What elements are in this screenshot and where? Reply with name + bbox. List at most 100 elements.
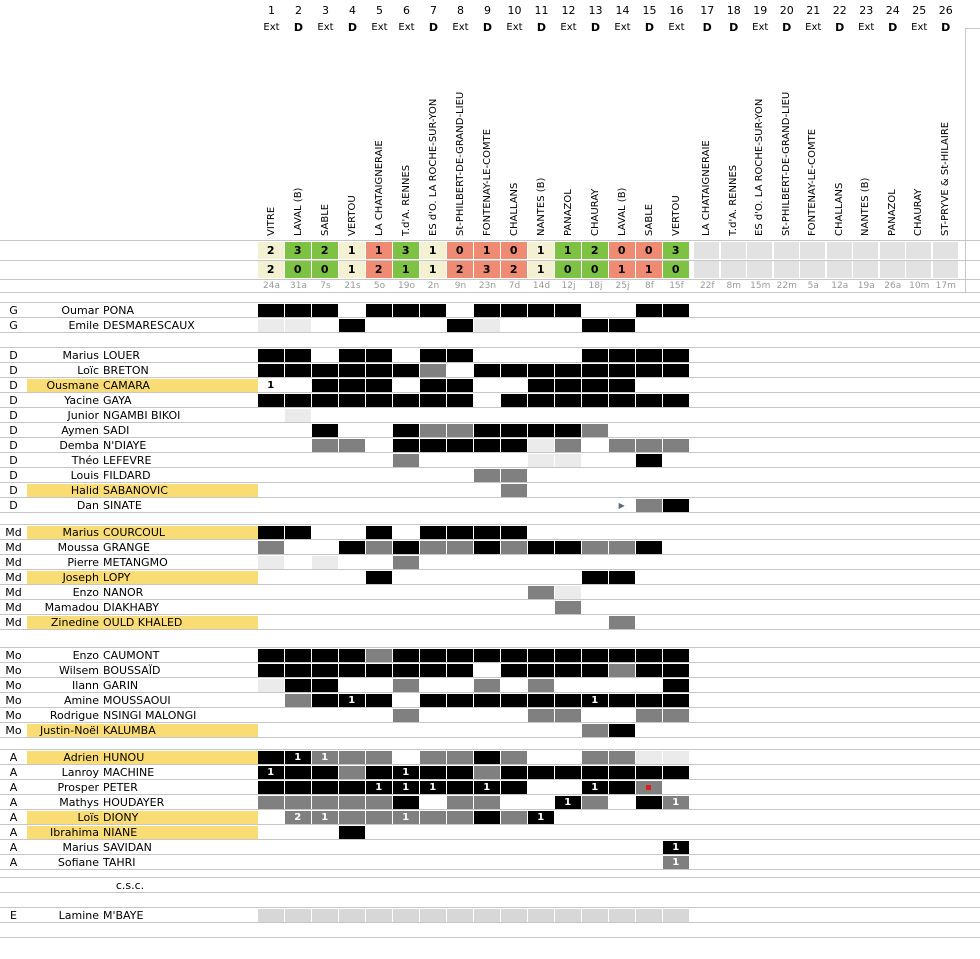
appearance-cell[interactable]: [474, 319, 500, 332]
match-number[interactable]: 23: [859, 4, 874, 17]
appearance-cell[interactable]: [501, 664, 527, 677]
goal-count-cell[interactable]: 1: [474, 781, 500, 794]
player-last-name[interactable]: BRETON: [103, 364, 149, 377]
appearance-cell[interactable]: [339, 349, 365, 362]
player-last-name[interactable]: DIONY: [103, 811, 139, 824]
player-last-name[interactable]: DESMARESCAUX: [103, 319, 195, 332]
match-date-label[interactable]: 22f: [699, 281, 715, 291]
appearance-cell[interactable]: [501, 439, 527, 452]
player-last-name[interactable]: HOUDAYER: [103, 796, 165, 809]
opponent-label[interactable]: PANAZOL: [886, 189, 898, 236]
match-number[interactable]: 12: [561, 4, 576, 17]
player-last-name[interactable]: MACHINE: [103, 766, 155, 779]
match-date-label[interactable]: 18j: [588, 281, 603, 291]
appearance-cell[interactable]: [420, 909, 446, 922]
player-last-name[interactable]: METANGMO: [103, 556, 168, 569]
appearance-cell[interactable]: [474, 694, 500, 707]
player-first-name[interactable]: Halid: [70, 484, 99, 497]
appearance-cell[interactable]: [663, 304, 689, 317]
player-last-name[interactable]: NSINGI MALONGI: [103, 709, 197, 722]
match-number[interactable]: 1: [268, 4, 275, 17]
score-for-cell[interactable]: 1: [474, 242, 500, 259]
appearance-cell[interactable]: [582, 649, 608, 662]
appearance-cell[interactable]: [582, 349, 608, 362]
player-last-name[interactable]: GRANGE: [103, 541, 150, 554]
appearance-cell[interactable]: [285, 694, 311, 707]
appearance-cell[interactable]: [393, 796, 419, 809]
match-date-label[interactable]: 9n: [454, 281, 467, 291]
player-first-name[interactable]: Amine: [63, 694, 99, 707]
position-label[interactable]: A: [9, 826, 18, 839]
player-last-name[interactable]: SADI: [103, 424, 130, 437]
score-for-cell[interactable]: 1: [366, 242, 392, 259]
appearance-cell[interactable]: [582, 319, 608, 332]
score-against-cell[interactable]: [694, 261, 719, 278]
appearance-cell[interactable]: [420, 349, 446, 362]
match-date-label[interactable]: 8f: [645, 281, 654, 291]
appearance-cell[interactable]: [258, 541, 284, 554]
player-last-name[interactable]: OULD KHALED: [103, 616, 183, 629]
player-last-name[interactable]: TAHRI: [103, 856, 136, 869]
appearance-cell[interactable]: [474, 304, 500, 317]
match-date-label[interactable]: 19a: [857, 281, 875, 291]
appearance-cell[interactable]: [339, 811, 365, 824]
match-number[interactable]: 18: [726, 4, 741, 17]
player-last-name[interactable]: KALUMBA: [103, 724, 156, 737]
match-number[interactable]: 21: [806, 4, 821, 17]
appearance-cell[interactable]: [339, 796, 365, 809]
appearance-cell[interactable]: [501, 484, 527, 497]
appearance-cell[interactable]: [312, 796, 338, 809]
appearance-cell[interactable]: [609, 664, 635, 677]
appearance-cell[interactable]: [420, 649, 446, 662]
appearance-cell[interactable]: [366, 766, 392, 779]
player-last-name[interactable]: PETER: [103, 781, 138, 794]
goal-count-cell[interactable]: 1: [312, 751, 338, 764]
position-label[interactable]: D: [9, 409, 18, 422]
appearance-cell[interactable]: [285, 909, 311, 922]
match-date-label[interactable]: 10m: [909, 281, 930, 291]
appearance-cell[interactable]: [636, 499, 662, 512]
match-number[interactable]: 22: [832, 4, 847, 17]
appearance-cell[interactable]: [312, 439, 338, 452]
match-number[interactable]: 17: [700, 4, 715, 17]
goal-count-cell[interactable]: 1: [555, 796, 581, 809]
player-first-name[interactable]: Aymen: [61, 424, 99, 437]
opponent-label[interactable]: FONTENAY-LE-COMTE: [481, 128, 493, 236]
appearance-cell[interactable]: [663, 751, 689, 764]
appearance-cell[interactable]: [312, 364, 338, 377]
score-against-cell[interactable]: [773, 261, 799, 278]
appearance-cell[interactable]: [393, 364, 419, 377]
appearance-cell[interactable]: [528, 679, 554, 692]
appearance-cell[interactable]: [474, 541, 500, 554]
match-date-label[interactable]: 2n: [427, 281, 440, 291]
appearance-cell[interactable]: [555, 709, 581, 722]
match-date-label[interactable]: 24a: [263, 281, 280, 291]
score-for-cell[interactable]: 1: [528, 242, 554, 259]
appearance-cell[interactable]: [528, 454, 554, 467]
appearance-cell[interactable]: [582, 664, 608, 677]
match-date-label[interactable]: 15m: [750, 281, 771, 291]
appearance-cell[interactable]: [609, 616, 635, 629]
score-against-cell[interactable]: 1: [636, 261, 662, 278]
player-first-name[interactable]: Enzo: [72, 586, 99, 599]
goal-count-cell[interactable]: 1: [663, 856, 689, 869]
appearance-cell[interactable]: [663, 709, 689, 722]
triangle-marker-icon[interactable]: ▶: [618, 501, 625, 510]
appearance-cell[interactable]: [582, 379, 608, 392]
appearance-cell[interactable]: [420, 664, 446, 677]
match-date-label[interactable]: 25j: [615, 281, 630, 291]
appearance-cell[interactable]: [474, 796, 500, 809]
position-label[interactable]: Mo: [5, 694, 22, 707]
player-first-name[interactable]: Loïc: [77, 364, 99, 377]
opponent-label[interactable]: LA CHATAIGNERAIE: [701, 140, 713, 236]
player-last-name[interactable]: M'BAYE: [103, 909, 144, 922]
appearance-cell[interactable]: [366, 304, 392, 317]
appearance-cell[interactable]: [555, 909, 581, 922]
player-first-name[interactable]: Rodrigue: [49, 709, 99, 722]
player-last-name[interactable]: NANOR: [103, 586, 144, 599]
appearance-cell[interactable]: [285, 349, 311, 362]
venue-label[interactable]: Ext: [263, 22, 280, 33]
opponent-label[interactable]: CHAURAY: [913, 188, 925, 236]
appearance-cell[interactable]: [312, 424, 338, 437]
appearance-cell[interactable]: [555, 364, 581, 377]
